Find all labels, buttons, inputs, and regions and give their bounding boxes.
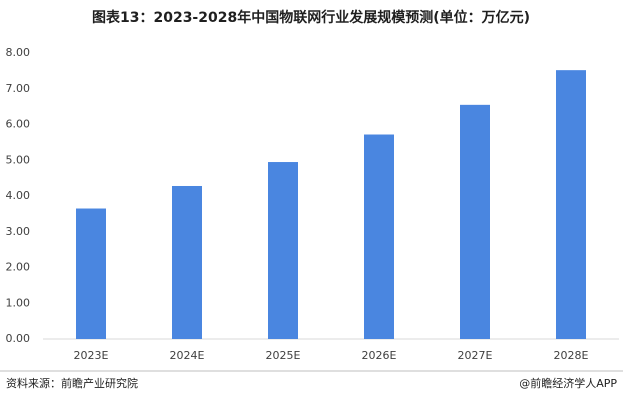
y-tick-label: 7.00 (6, 82, 31, 95)
bar (556, 70, 586, 339)
chart-title: 图表13：2023-2028年中国物联网行业发展规模预测(单位：万亿元) (92, 9, 530, 26)
y-tick-label: 2.00 (6, 261, 31, 274)
bar (364, 134, 394, 339)
bar (268, 162, 298, 339)
bar (76, 208, 106, 339)
bar (172, 185, 202, 339)
x-tick-label: 2025E (266, 349, 301, 362)
y-tick-label: 1.00 (6, 296, 31, 309)
y-tick-label: 4.00 (6, 189, 31, 202)
x-tick-label: 2028E (554, 349, 589, 362)
x-tick-label: 2024E (170, 349, 205, 362)
y-tick-label: 0.00 (6, 332, 31, 345)
x-tick-label: 2027E (458, 349, 493, 362)
y-tick-label: 8.00 (6, 46, 31, 59)
credit-note: @前瞻经济学人APP (519, 376, 617, 390)
source-note: 资料来源：前瞻产业研究院 (6, 376, 138, 390)
x-tick-label: 2026E (362, 349, 397, 362)
y-tick-label: 5.00 (6, 153, 31, 166)
bar (460, 104, 490, 340)
y-tick-label: 3.00 (6, 225, 31, 238)
x-tick-label: 2023E (74, 349, 109, 362)
y-tick-label: 6.00 (6, 118, 31, 131)
